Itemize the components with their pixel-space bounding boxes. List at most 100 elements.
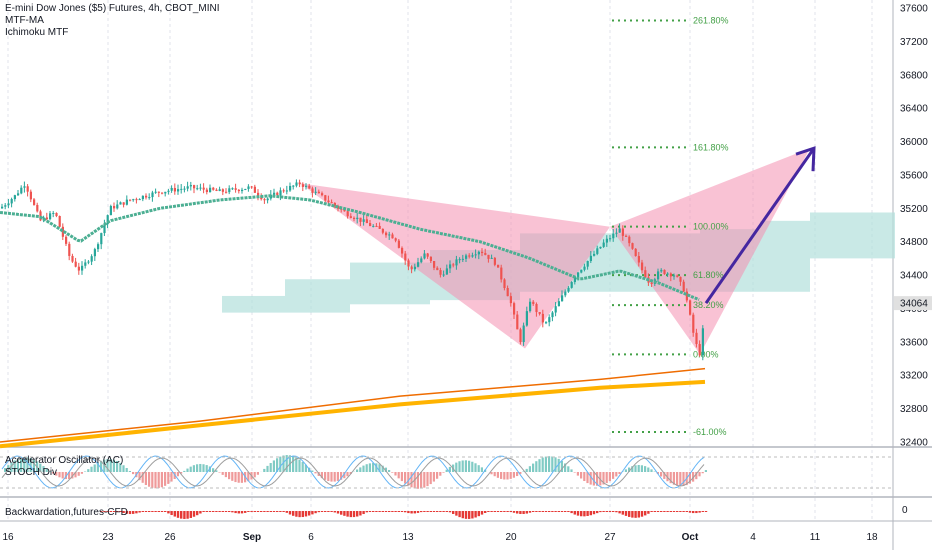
fib-label: -61.00% bbox=[693, 427, 727, 437]
oscillator-bar bbox=[455, 463, 457, 472]
candle-body bbox=[404, 254, 406, 261]
oscillator-legend: Accelerator Oscillator (AC) STOCH Div bbox=[5, 455, 123, 479]
backwardation-bar bbox=[154, 511, 156, 512]
candle-body bbox=[94, 249, 96, 256]
backwardation-bar bbox=[404, 511, 406, 512]
backwardation-bar bbox=[356, 511, 358, 517]
backwardation-bar bbox=[670, 511, 672, 512]
oscillator-bar bbox=[644, 466, 646, 472]
indicator-mtf-ma[interactable]: MTF-MA bbox=[5, 15, 220, 27]
candle-body bbox=[75, 262, 77, 267]
oscillator-bar bbox=[702, 472, 704, 473]
backwardation-bar bbox=[353, 511, 355, 517]
oscillator-bar bbox=[468, 461, 470, 472]
candle-body bbox=[231, 188, 233, 189]
candle-body bbox=[542, 314, 544, 323]
backwardation-bar bbox=[330, 511, 332, 512]
candle-body bbox=[180, 189, 182, 190]
oscillator-bar bbox=[372, 463, 374, 472]
backwardation-bar bbox=[487, 511, 489, 512]
candle-body bbox=[267, 199, 269, 201]
oscillator-bar bbox=[593, 472, 595, 486]
oscillator-bar bbox=[471, 462, 473, 472]
backwardation-bar bbox=[446, 511, 448, 512]
backwardation-bar bbox=[362, 511, 364, 514]
candle-body bbox=[366, 219, 368, 223]
backwardation-bar bbox=[337, 511, 339, 514]
backwardation-bar bbox=[151, 511, 153, 512]
backwardation-bar bbox=[206, 511, 208, 512]
backwardation-bar bbox=[554, 511, 556, 512]
oscillator-bar bbox=[439, 472, 441, 476]
candle-body bbox=[507, 288, 509, 296]
candle-body bbox=[478, 252, 480, 255]
backwardation-pane bbox=[100, 511, 707, 519]
oscillator-bar bbox=[398, 472, 400, 478]
time-tick-label: Sep bbox=[243, 532, 261, 543]
backwardation-bar bbox=[311, 511, 313, 514]
candle-body bbox=[283, 190, 285, 191]
oscillator-bar bbox=[513, 472, 515, 478]
backwardation-bar bbox=[538, 511, 540, 512]
symbol-title[interactable]: E-mini Dow Jones ($5) Futures, 4h, CBOT_… bbox=[5, 3, 220, 15]
oscillator-bar bbox=[193, 465, 195, 472]
oscillator-bar bbox=[279, 457, 281, 472]
time-tick-label: 27 bbox=[604, 532, 616, 543]
backwardation-bar bbox=[359, 511, 361, 515]
backwardation-bar bbox=[273, 511, 275, 512]
backwardation-bar bbox=[250, 511, 252, 512]
candle-body bbox=[526, 311, 528, 325]
cloud-segment bbox=[760, 221, 810, 292]
candle-body bbox=[395, 238, 397, 240]
candle-body bbox=[427, 253, 429, 256]
candle-body bbox=[139, 199, 141, 200]
backwardation-bar bbox=[321, 511, 323, 512]
backwardation-bar bbox=[161, 511, 163, 512]
backwardation-bar bbox=[388, 511, 390, 512]
candle-body bbox=[414, 267, 416, 270]
oscillator-bar bbox=[273, 460, 275, 472]
indicator-ichimoku[interactable]: Ichimoku MTF bbox=[5, 27, 220, 39]
oscillator-bar bbox=[430, 472, 432, 484]
oscillator-bar bbox=[577, 472, 579, 476]
candle-body bbox=[87, 262, 89, 263]
candle-body bbox=[481, 252, 483, 253]
backwardation-bar bbox=[548, 511, 550, 512]
oscillator-bar bbox=[186, 469, 188, 472]
backwardation-bar bbox=[455, 511, 457, 516]
backwardation-bar bbox=[193, 511, 195, 517]
indicator-stoch-div[interactable]: STOCH Div bbox=[5, 467, 123, 479]
candle-body bbox=[657, 271, 659, 279]
oscillator-bar bbox=[154, 472, 156, 488]
time-tick-label: Oct bbox=[682, 532, 699, 543]
fib-label: 0.00% bbox=[693, 349, 719, 359]
candle-body bbox=[491, 258, 493, 259]
backwardation-bar bbox=[174, 511, 176, 517]
oscillator-bar bbox=[199, 464, 201, 472]
backwardation-bar bbox=[186, 511, 188, 519]
backwardation-bar bbox=[190, 511, 192, 518]
backwardation-bar bbox=[286, 511, 288, 513]
orange-ma-line bbox=[0, 369, 705, 442]
candle-body bbox=[193, 185, 195, 188]
oscillator-bar bbox=[190, 467, 192, 472]
candle-body bbox=[299, 182, 301, 184]
candle-body bbox=[97, 244, 99, 249]
backwardation-bar bbox=[430, 511, 432, 512]
candle-body bbox=[305, 186, 307, 187]
oscillator-bar bbox=[436, 472, 438, 479]
indicator-accelerator[interactable]: Accelerator Oscillator (AC) bbox=[5, 455, 123, 467]
candle-body bbox=[171, 188, 173, 191]
candle-body bbox=[587, 261, 589, 267]
indicator-backwardation[interactable]: Backwardation,futures-CFD bbox=[5, 507, 128, 519]
oscillator-bar bbox=[254, 472, 256, 477]
candle-body bbox=[523, 326, 525, 343]
candle-body bbox=[110, 206, 112, 215]
oscillator-bar bbox=[638, 465, 640, 472]
backwardation-bar bbox=[618, 511, 620, 513]
backwardation-bar bbox=[209, 511, 211, 512]
backwardation-bar bbox=[382, 511, 384, 512]
oscillator-bar bbox=[481, 467, 483, 472]
